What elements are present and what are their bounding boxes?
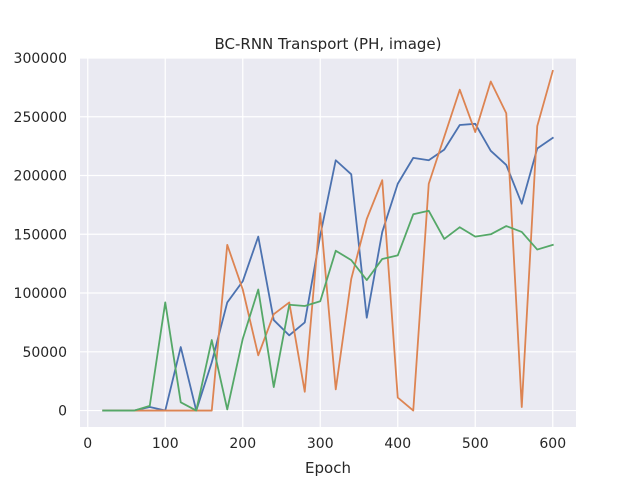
y-tick-labels: 0 50000 100000 150000 200000 250000 300000 [14, 51, 67, 420]
y-tick-label: 100000 [14, 286, 67, 302]
plot-background [80, 58, 576, 427]
x-tick-label: 300 [307, 436, 334, 452]
series-line-2 [102, 69, 554, 412]
series-line-3 [102, 209, 554, 412]
x-tick-label: 100 [152, 436, 179, 452]
x-tick-label: 400 [384, 436, 411, 452]
x-tick-label: 0 [83, 436, 92, 452]
y-tick-label: 250000 [14, 110, 67, 126]
chart-title: BC-RNN Transport (PH, image) [215, 35, 442, 53]
x-axis-label: Epoch [305, 459, 351, 477]
x-tick-label: 500 [462, 436, 489, 452]
x-tick-label: 600 [539, 436, 566, 452]
y-tick-label: 150000 [14, 227, 67, 243]
y-tick-label: 300000 [14, 51, 67, 67]
y-tick-label: 0 [58, 404, 67, 420]
series-line-1 [102, 122, 555, 412]
x-tick-labels: 0 100 200 300 400 500 600 [83, 436, 566, 452]
series-lines [102, 69, 555, 412]
y-tick-label: 200000 [14, 169, 67, 185]
x-tick-label: 200 [229, 436, 256, 452]
y-tick-label: 50000 [22, 345, 67, 361]
